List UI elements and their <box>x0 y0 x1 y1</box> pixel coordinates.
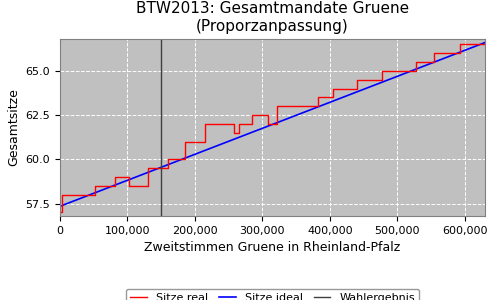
Sitze ideal <box>396 74 402 77</box>
Sitze ideal <box>244 132 250 136</box>
X-axis label: Zweitstimmen Gruene in Rheinland-Pfalz: Zweitstimmen Gruene in Rheinland-Pfalz <box>144 241 400 254</box>
Sitze ideal <box>100 188 106 191</box>
Sitze real <box>457 43 463 46</box>
Sitze ideal <box>388 77 394 80</box>
Sitze ideal <box>349 92 355 96</box>
Y-axis label: Gesamtsitze: Gesamtsitze <box>7 88 20 166</box>
Sitze real <box>458 43 464 46</box>
Line: Sitze real: Sitze real <box>60 44 485 212</box>
Legend: Sitze real, Sitze ideal, Wahlergebnis: Sitze real, Sitze ideal, Wahlergebnis <box>126 289 420 300</box>
Title: BTW2013: Gesamtmandate Gruene
(Proporzanpassung): BTW2013: Gesamtmandate Gruene (Proporzan… <box>136 1 409 34</box>
Sitze real <box>448 51 454 55</box>
Sitze real <box>457 51 463 55</box>
Sitze ideal <box>482 41 488 44</box>
Sitze real <box>482 43 488 46</box>
Sitze real <box>57 211 63 214</box>
Sitze real <box>202 122 208 126</box>
Sitze ideal <box>57 205 63 208</box>
Sitze real <box>330 96 336 99</box>
Sitze ideal <box>229 138 235 142</box>
Sitze real <box>447 51 453 55</box>
Line: Sitze ideal: Sitze ideal <box>60 43 485 206</box>
